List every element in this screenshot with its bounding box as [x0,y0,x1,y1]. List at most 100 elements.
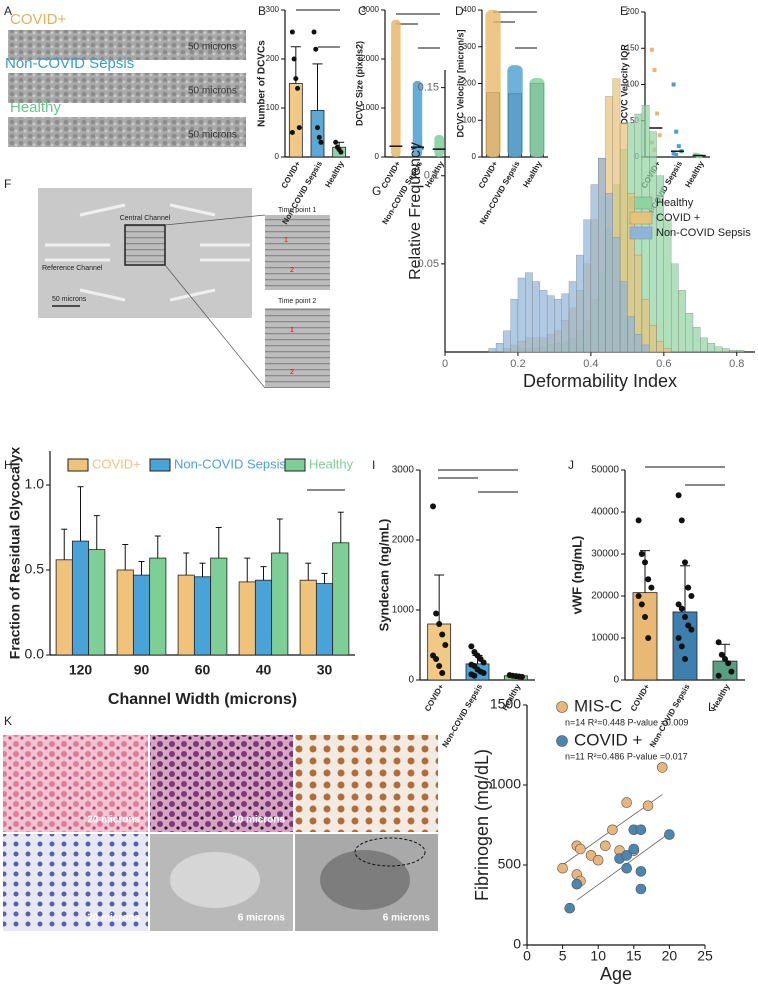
x-tick-label: 60 [195,662,211,678]
panel-letter: F [4,177,11,191]
bar [288,83,303,158]
panel-a: COVID+ Non-COVID Sepsis Healthy 50 micro… [5,11,246,147]
y-tick-label: 500 [498,856,522,872]
data-point [621,797,632,808]
x-tick-label: 40 [256,662,272,678]
histogram-bar [539,290,548,353]
legend-swatch [629,226,653,240]
x-tick-label: Healthy [521,159,544,189]
panel-k: 20 microns 20 microns 20 microns 6 micro… [3,735,438,931]
histogram-bar [656,341,664,353]
histogram-bar [678,290,686,353]
x-tick-label: 30 [317,662,333,678]
y-axis-label: vWF (ng/mL) [569,536,584,615]
x-tick-label: Healthy [709,682,732,712]
histogram-bar [605,193,613,353]
bar [116,569,134,656]
data-point [678,517,685,524]
legend-label: COVID + [656,212,700,224]
histogram-bar [641,344,650,353]
y-tick-label: 100 [463,115,477,124]
point-cloud [391,19,401,157]
point-cloud [412,81,423,157]
data-point [685,584,692,591]
histogram-bar [700,337,708,353]
scale-label: 50 microns [188,86,237,97]
y-tick-label: 0.1 [424,170,439,182]
y-axis-label: DCVC Velocity [micron/s] [455,29,465,137]
data-point [688,626,695,633]
x-tick-label: 90 [134,662,150,678]
x-axis-label: Channel Width (microns) [108,691,297,708]
y-tick-label: 100 [266,103,280,112]
data-point [333,139,339,145]
legend-marker [556,735,568,747]
x-tick-label: 0.8 [729,358,744,370]
data-point [725,660,732,667]
y-axis-label: Relative Frequency [407,142,424,280]
x-tick-label: COVID+ [477,159,500,190]
cell-marker: 1 [284,237,288,244]
scale-label: 6 microns [383,913,431,924]
legend-label: COVID+ [92,456,141,471]
histogram-bar [598,157,606,353]
y-tick-label: 0.0 [25,646,45,662]
x-tick-label: Healthy [683,159,706,189]
bar [299,579,317,656]
legend-label: Healthy [656,197,694,209]
data-point [674,152,679,157]
histology-tile [3,735,148,832]
y-tick-label: 30000 [591,549,619,560]
histogram-bar [670,263,679,353]
data-point [575,843,586,855]
data-point [635,517,642,524]
data-point [657,133,662,138]
timepoint-image [265,308,330,388]
data-point [293,76,299,82]
data-point [642,559,648,566]
data-point [678,605,685,612]
data-point [688,593,695,599]
y-tick-label: 200 [463,79,477,88]
point-cloud [529,77,545,157]
data-point [645,635,652,641]
scale-label: 20 microns [87,913,140,924]
x-tick-label: COVID+ [423,682,446,713]
y-tick-label: 40000 [591,507,619,518]
data-point [480,670,487,676]
panel-letter: E [620,4,628,18]
condition-label: COVID+ [10,11,67,28]
legend-label: MIS-C [574,696,622,715]
data-point [318,139,324,145]
data-point [682,656,688,662]
data-point [439,670,446,676]
data-point [295,85,301,91]
x-tick-label: 5 [559,948,567,964]
y-tick-label: 0 [408,675,414,686]
bar [632,592,658,681]
bar [238,581,256,656]
x-axis-label: Age [600,964,632,984]
data-point [715,639,722,646]
legend-label: Healthy [309,456,354,471]
x-tick-label: 0.4 [583,358,598,370]
y-tick-label: 2000 [392,535,415,546]
panel-letter: H [4,458,13,472]
data-point [289,29,295,35]
y-axis-label: Fraction of Residual Glycocalyx [7,447,23,660]
time-label: Time point 2 [278,298,316,305]
histogram-bar [649,325,657,353]
y-tick-label: 0 [375,152,380,161]
y-tick-label: 1500 [490,696,521,712]
histology-tile [3,834,148,931]
data-point [296,125,302,131]
point-cloud [485,10,501,157]
data-point [655,111,660,116]
data-point [518,673,525,680]
data-point [642,614,648,620]
data-point [638,551,645,557]
data-point [685,622,692,629]
histogram-bar [692,327,701,353]
histogram-bar [488,348,497,353]
